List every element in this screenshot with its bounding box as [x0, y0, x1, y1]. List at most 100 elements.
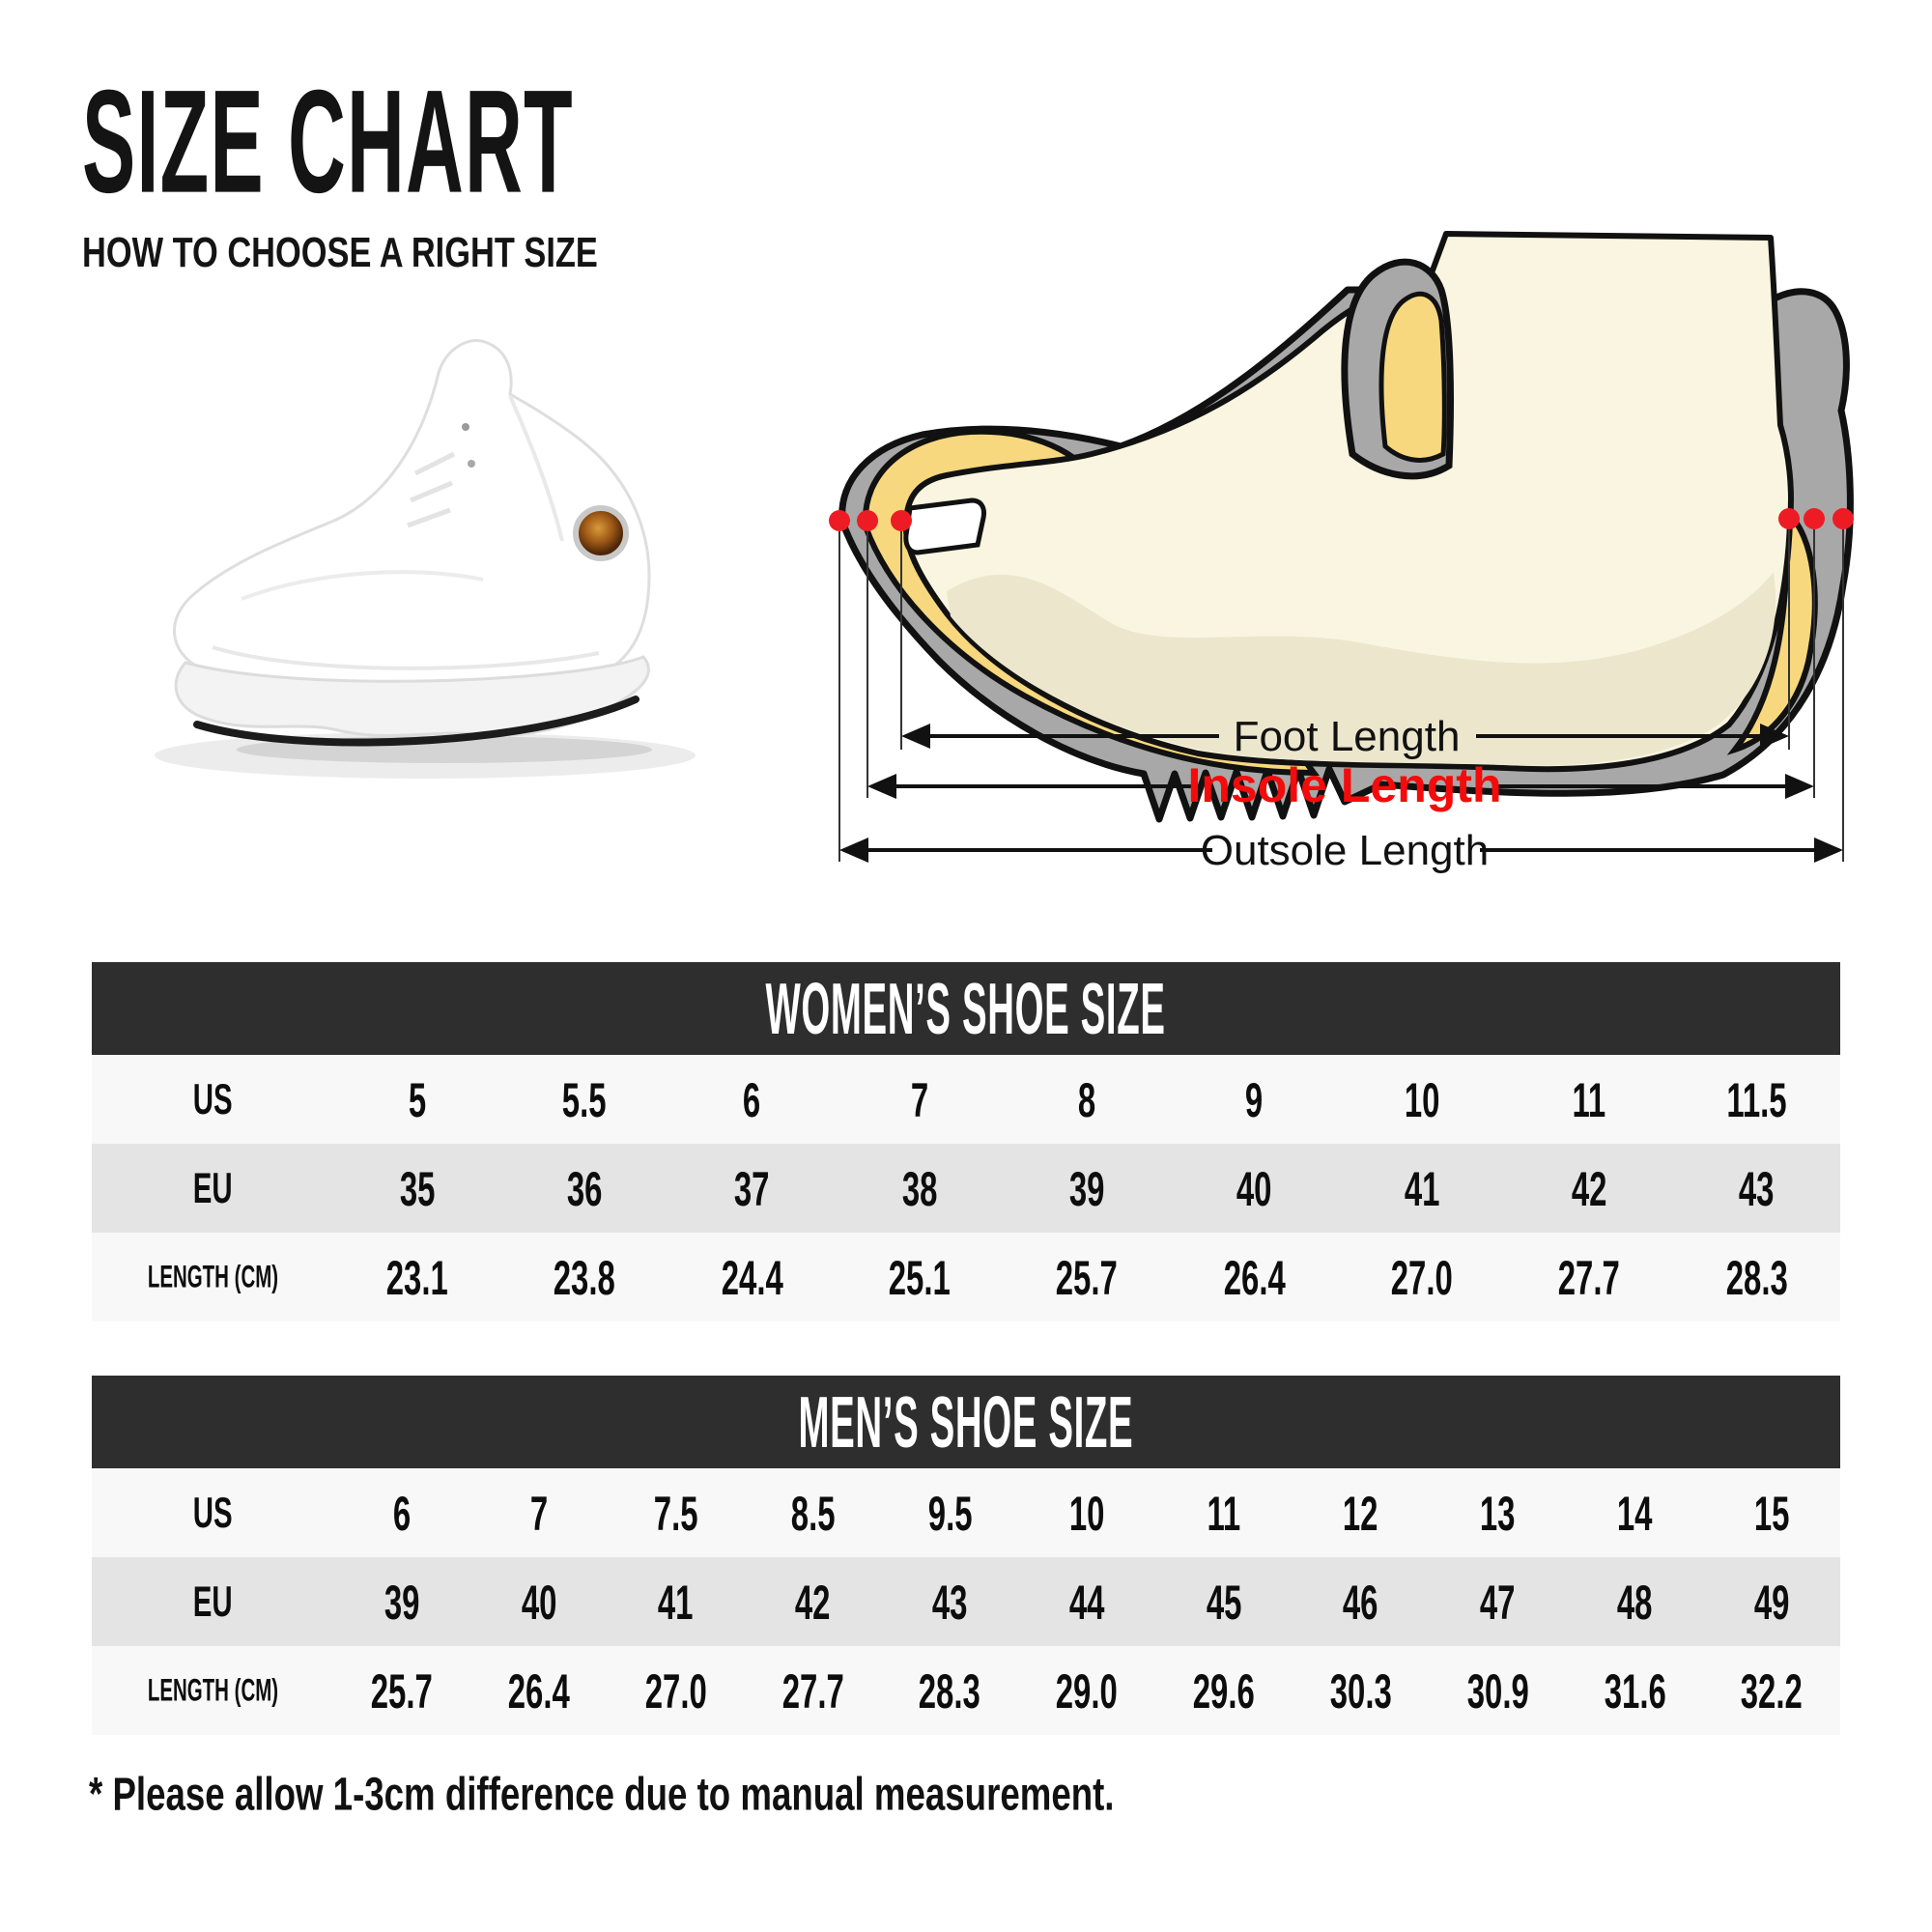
size-value-cell: 6 [743, 1071, 761, 1127]
arrowhead [839, 838, 868, 863]
size-table-row: LENGTH (CM) 23.1 23.8 24.4 25.1 25.7 26.4 27.0 2… [92, 1233, 1840, 1321]
size-value-cell: 15 [1753, 1485, 1790, 1541]
arrowhead [901, 724, 930, 749]
womens-size-table: WOMEN’S SHOE SIZE US 5 5.5 6 7 8 9 10 11 11.5 EU 35… [92, 962, 1840, 1321]
size-value-cell: 43 [1739, 1160, 1775, 1216]
page-subtitle: HOW TO CHOOSE A RIGHT SIZE [82, 229, 598, 276]
size-value-cell: 48 [1616, 1574, 1653, 1630]
size-value-cell: 14 [1616, 1485, 1653, 1541]
sneaker-eyelet [468, 460, 475, 468]
size-value-cell: 26.4 [1223, 1249, 1286, 1305]
womens-table-header: WOMEN’S SHOE SIZE [92, 962, 1840, 1055]
measurement-disclaimer: * Please allow 1-3cm difference due to m… [89, 1766, 1404, 1820]
arrowhead [867, 774, 896, 799]
row-label: EU [192, 1163, 233, 1212]
outsole-length-label: Outsole Length [1201, 827, 1489, 874]
size-value-cell: 5 [408, 1071, 426, 1127]
size-value-cell: 39 [1068, 1160, 1105, 1216]
measurement-guide-lines [838, 529, 1844, 862]
measurement-marker-dots [829, 508, 1854, 531]
foot-measurement-diagram: Foot Length Insole Length Outsole Length [638, 97, 1893, 889]
row-label: US [192, 1488, 233, 1537]
size-table-row: EU 35 36 37 38 39 40 41 42 43 [92, 1144, 1840, 1233]
size-value-cell: 40 [1236, 1160, 1272, 1216]
size-value-cell: 25.7 [370, 1662, 433, 1719]
insole-length-label: Insole Length [1188, 758, 1502, 812]
arrowhead [1785, 774, 1814, 799]
size-value-cell: 31.6 [1604, 1662, 1666, 1719]
size-value-cell: 10 [1068, 1485, 1105, 1541]
sneaker-product-image [126, 280, 724, 802]
sneaker-quarter-stitch [241, 570, 484, 601]
size-value-cell: 25.1 [888, 1249, 951, 1305]
size-value-cell: 10 [1404, 1071, 1439, 1127]
size-value-cell: 9 [1245, 1071, 1264, 1127]
size-value-cell: 49 [1753, 1574, 1790, 1630]
size-value-cell: 29.6 [1192, 1662, 1255, 1719]
mens-size-table: MEN’S SHOE SIZE US 6 7 7.5 8.5 9.5 10 11 12 13 14 1… [92, 1376, 1840, 1735]
size-value-cell: 46 [1343, 1574, 1378, 1630]
size-value-cell: 47 [1480, 1574, 1516, 1630]
size-value-cell: 12 [1343, 1485, 1378, 1541]
size-value-cell: 35 [399, 1160, 435, 1216]
size-value-cell: 37 [734, 1160, 770, 1216]
sneaker-eyelet [462, 423, 469, 431]
size-value-cell: 30.3 [1329, 1662, 1392, 1719]
size-value-cell: 27.0 [1390, 1249, 1453, 1305]
womens-table-rows: US 5 5.5 6 7 8 9 10 11 11.5 EU 35 36 37 38 39 40 41 42 43 LE… [92, 1055, 1840, 1321]
sneaker-outsole-line [193, 696, 639, 747]
size-value-cell: 36 [566, 1160, 603, 1216]
size-value-cell: 44 [1068, 1574, 1105, 1630]
size-value-cell: 11 [1572, 1071, 1606, 1127]
collar-flap-padding [1378, 291, 1447, 463]
size-value-cell: 26.4 [507, 1662, 570, 1719]
size-value-cell: 43 [931, 1574, 968, 1630]
size-value-cell: 27.7 [1557, 1249, 1621, 1305]
heading-block: SIZE CHART HOW TO CHOOSE A RIGHT SIZE [82, 58, 901, 276]
row-label: US [192, 1074, 233, 1123]
sneaker-illustration [155, 339, 696, 779]
size-value-cell: 11.5 [1726, 1071, 1787, 1127]
size-value-cell: 7.5 [653, 1485, 698, 1541]
mens-table-rows: US 6 7 7.5 8.5 9.5 10 11 12 13 14 15 EU 39 40 41 42 43 44 4… [92, 1468, 1840, 1735]
size-value-cell: 11 [1207, 1485, 1241, 1541]
size-value-cell: 9.5 [927, 1485, 973, 1541]
womens-table-title: WOMEN’S SHOE SIZE [765, 968, 1167, 1049]
sneaker-laces [407, 451, 456, 528]
size-value-cell: 23.8 [553, 1249, 616, 1305]
foot-sole-shading [947, 572, 1776, 766]
size-value-cell: 23.1 [385, 1249, 448, 1305]
mens-table-title: MEN’S SHOE SIZE [798, 1381, 1134, 1463]
size-value-cell: 27.7 [781, 1662, 844, 1719]
size-table-row: EU 39 40 41 42 43 44 45 46 47 48 49 [92, 1557, 1840, 1646]
size-value-cell: 5.5 [562, 1071, 607, 1127]
size-value-cell: 28.3 [1725, 1249, 1788, 1305]
size-value-cell: 28.3 [919, 1662, 981, 1719]
size-value-cell: 38 [901, 1160, 937, 1216]
size-value-cell: 8 [1077, 1071, 1096, 1127]
sneaker-shadow [155, 732, 696, 779]
mens-table-header: MEN’S SHOE SIZE [92, 1376, 1840, 1468]
size-value-cell: 42 [795, 1574, 831, 1630]
size-value-cell: 41 [1404, 1160, 1439, 1216]
row-label: LENGTH (CM) [147, 1259, 278, 1294]
size-value-cell: 6 [392, 1485, 412, 1541]
size-table-row: US 6 7 7.5 8.5 9.5 10 11 12 13 14 15 [92, 1468, 1840, 1557]
arrowhead [1814, 838, 1843, 863]
size-value-cell: 39 [384, 1574, 420, 1630]
sneaker-ankle-badge [573, 505, 629, 561]
size-value-cell: 7 [529, 1485, 548, 1541]
arrowhead [1760, 724, 1789, 749]
measurement-disclaimer-text: * Please allow 1-3cm difference due to m… [89, 1767, 1115, 1820]
size-value-cell: 45 [1206, 1574, 1242, 1630]
foot-diagram: Foot Length Insole Length Outsole Length [829, 231, 1854, 874]
size-value-cell: 8.5 [790, 1485, 836, 1541]
page-title: SIZE CHART [82, 60, 574, 224]
size-value-cell: 7 [910, 1071, 928, 1127]
size-value-cell: 24.4 [721, 1249, 783, 1305]
sneaker-midsole [174, 655, 650, 737]
sneaker-panel-line [212, 645, 600, 670]
size-value-cell: 13 [1480, 1485, 1516, 1541]
size-value-cell: 32.2 [1741, 1662, 1804, 1719]
